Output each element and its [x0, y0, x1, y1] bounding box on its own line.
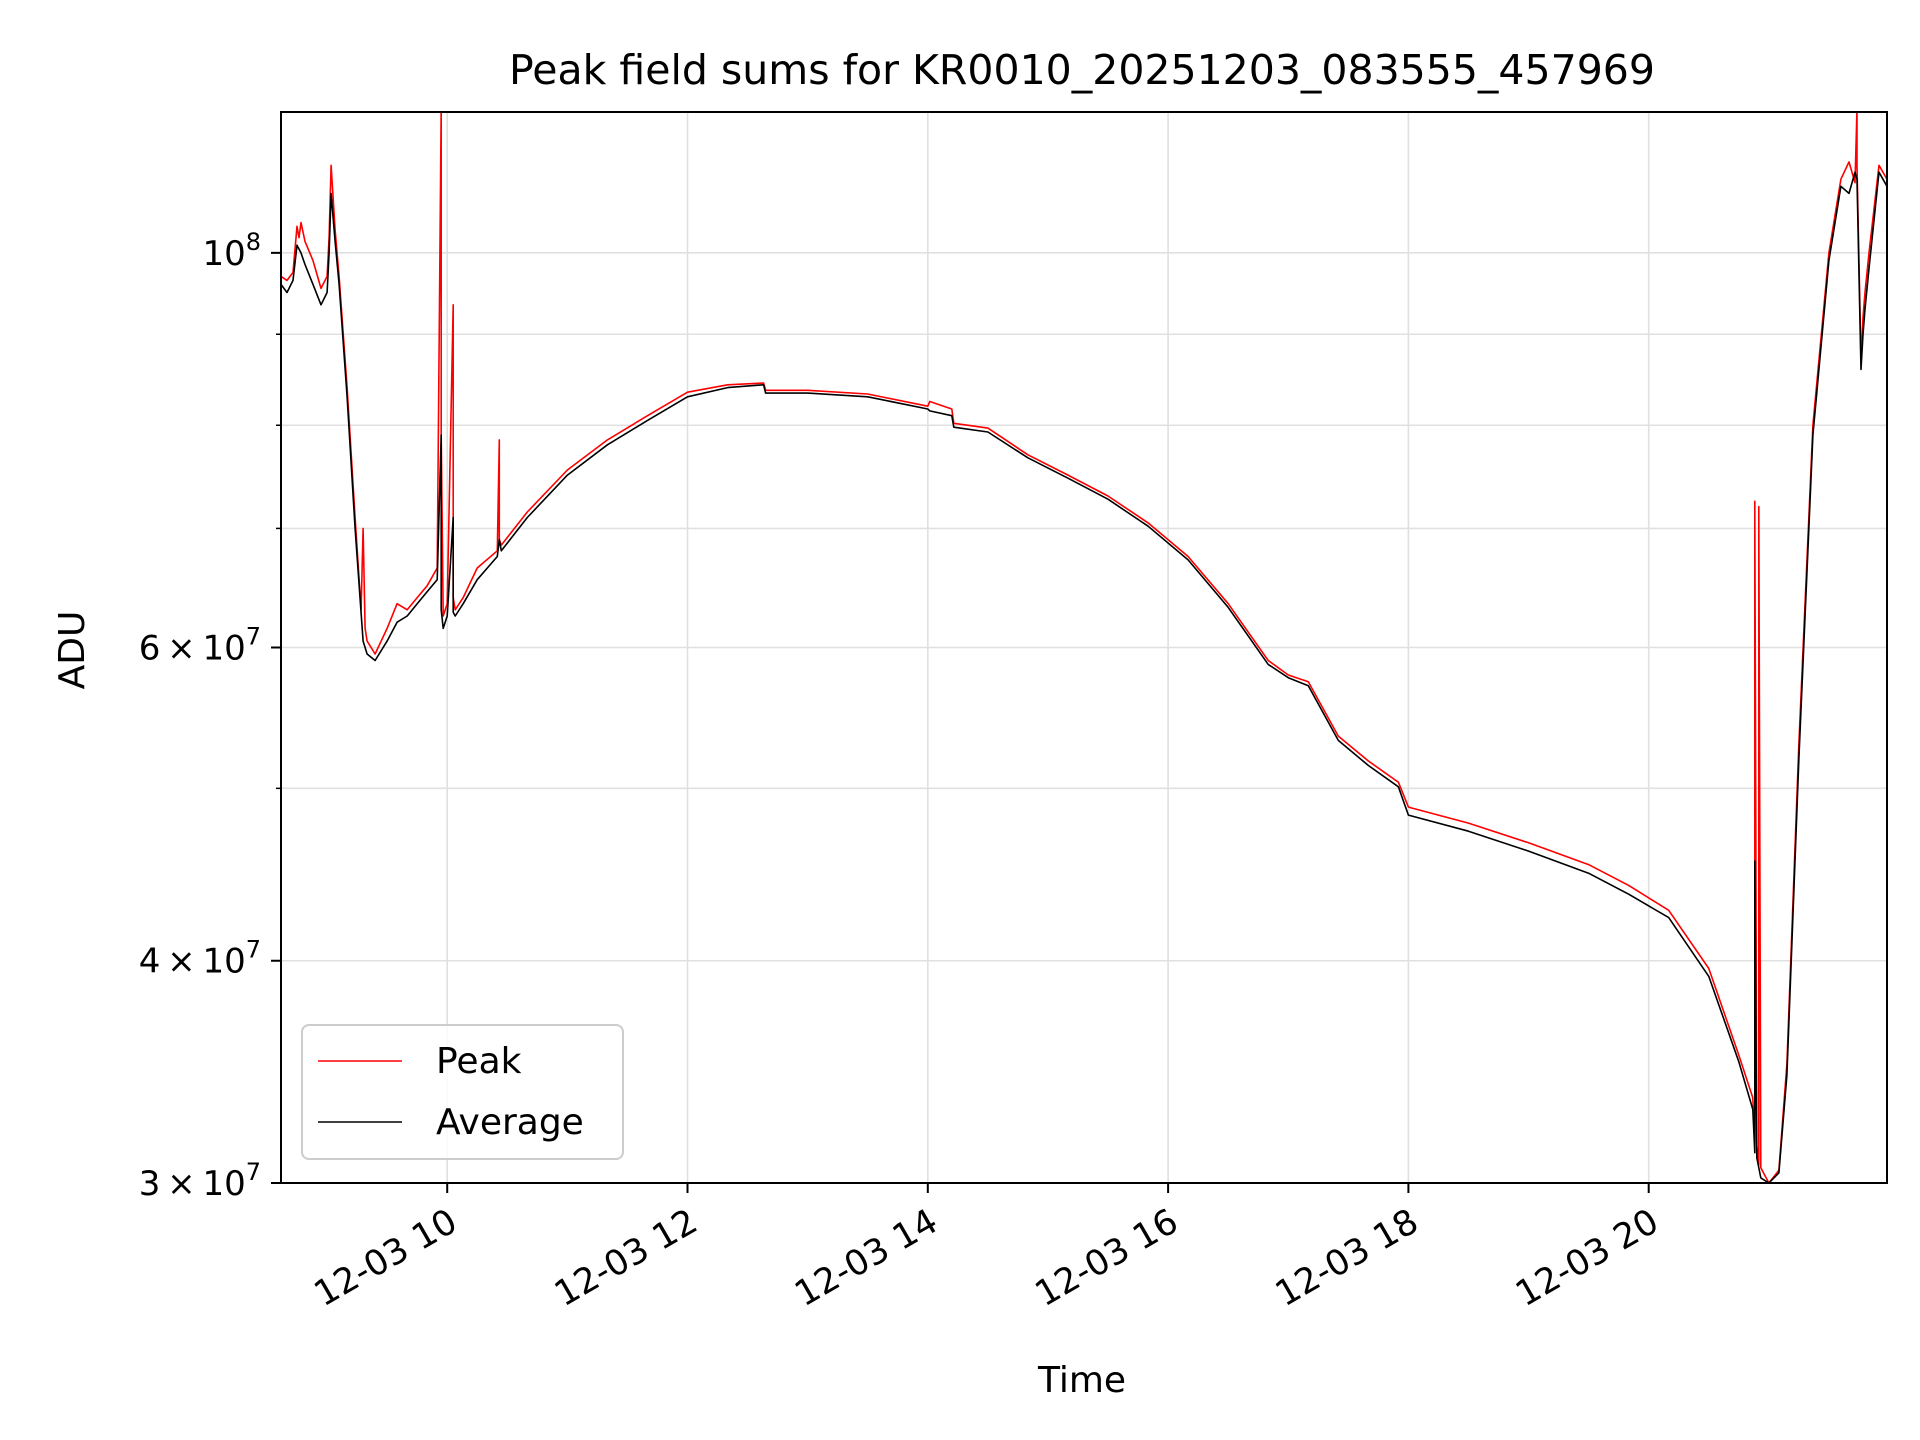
legend-peak-label: Peak — [436, 1041, 522, 1082]
series-line-peak — [281, 112, 1887, 1183]
y-tick-label: 4 × 107 — [139, 936, 261, 982]
grid — [281, 112, 1887, 1184]
y-tick-label: 6 × 107 — [139, 623, 261, 669]
legend-average-label: Average — [436, 1102, 584, 1143]
legend-box — [301, 1024, 624, 1160]
y-tick-label: 3 × 107 — [139, 1158, 261, 1204]
y-axis-label: ADU — [52, 611, 93, 690]
x-axis-label: Time — [1037, 1360, 1126, 1401]
legend: Peak Average — [301, 1024, 624, 1160]
chart-title: Peak field sums for KR0010_20251203_0835… — [509, 46, 1655, 94]
y-tick-label: 108 — [202, 228, 261, 274]
